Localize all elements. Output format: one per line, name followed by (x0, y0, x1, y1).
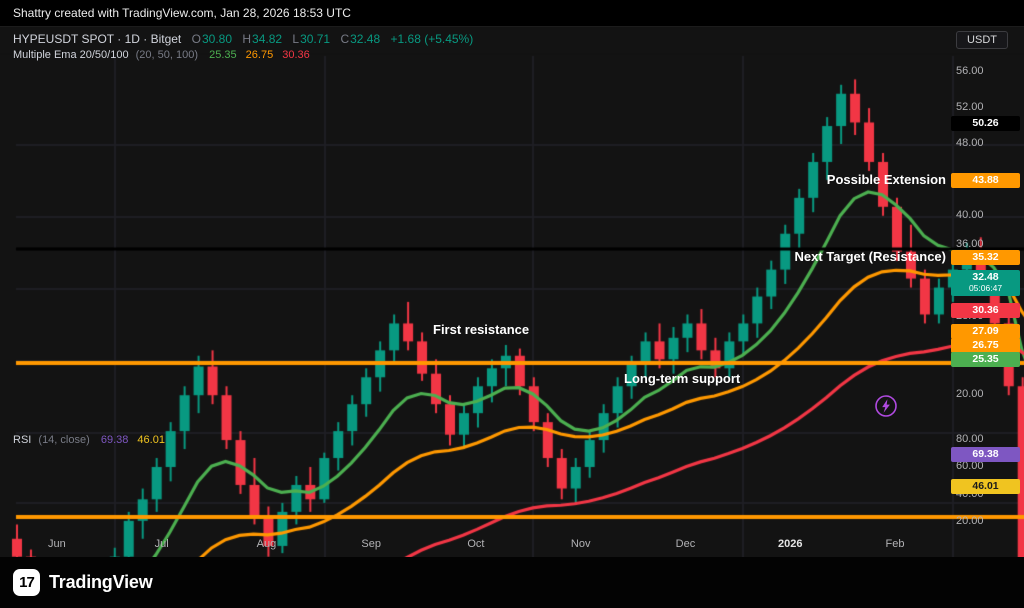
symbol-legend[interactable]: HYPEUSDT SPOT · 1D · Bitget O30.80 H34.8… (13, 32, 473, 46)
x-axis-label: Aug (256, 538, 277, 550)
x-axis-label: Sep (361, 538, 381, 550)
annotation-first-resistance: First resistance (433, 322, 530, 337)
price-tick-label: 52.00 (956, 100, 984, 113)
x-axis-label: Feb (885, 538, 905, 550)
symbol-title: HYPEUSDT SPOT · 1D · Bitget (13, 32, 182, 46)
rsi-badge: 69.38 (951, 447, 1020, 462)
rsi-value: 69.38 (100, 434, 129, 446)
close-value: 32.48 (350, 32, 381, 46)
price-badge: 32.48 05:06:47 (951, 270, 1020, 297)
footer-bar: 17 TradingView (0, 557, 1024, 608)
ema50-value: 26.75 (245, 49, 274, 61)
x-axis-label: Jul (154, 538, 169, 550)
ema20-value: 25.35 (209, 49, 237, 61)
price-tick-label: 20.00 (956, 387, 984, 400)
annotation-next-target: Next Target (Resistance) (794, 249, 946, 264)
price-tick-label: 48.00 (956, 136, 984, 149)
rsi-tick-label: 80.00 (956, 433, 984, 445)
price-badge: 26.75 (951, 337, 1020, 353)
close-label: C (340, 32, 350, 46)
low-value: 30.71 (300, 32, 331, 46)
tradingview-logo-icon[interactable]: 17 (13, 569, 40, 596)
credit-bar: Shattry created with TradingView.com, Ja… (0, 0, 1024, 27)
high-label: H (242, 32, 252, 46)
credit-text: Shattry created with TradingView.com, Ja… (13, 6, 351, 20)
rsi-tick-label: 60.00 (956, 460, 984, 473)
rsi-badge: 46.01 (951, 478, 1020, 494)
rsi-tick-label: 20.00 (956, 515, 984, 527)
annotation-long-term-support: Long-term support (624, 371, 741, 386)
rsi-params: (14, close) (38, 434, 90, 446)
tradingview-wordmark: TradingView (49, 572, 153, 592)
price-badge: 50.26 (951, 116, 1020, 131)
rsi-ma-value: 46.01 (137, 434, 165, 446)
rsi-legend[interactable]: RSI (14, close) 69.38 46.01 (13, 434, 165, 446)
price-badge: 43.88 (951, 173, 1020, 189)
x-axis-label: 2026 (777, 538, 803, 550)
annotation-possible-extension: Possible Extension (826, 172, 946, 187)
price-tick-label: 36.00 (956, 238, 984, 250)
ema100-value: 30.36 (282, 49, 310, 61)
x-axis-label: Nov (570, 538, 591, 550)
rsi-title: RSI (13, 434, 32, 446)
price-badge: 25.35 (951, 351, 1020, 367)
change-value: +1.68 (+5.45%) (390, 32, 474, 46)
low-label: L (292, 32, 300, 46)
price-badge: 35.32 (951, 250, 1020, 266)
ema-legend[interactable]: Multiple Ema 20/50/100 (20, 50, 100) 25.… (13, 49, 310, 61)
ema-title: Multiple Ema 20/50/100 (13, 49, 129, 61)
x-axis-label: Jun (48, 538, 66, 550)
x-axis-label: Oct (467, 538, 485, 550)
open-value: 30.80 (201, 32, 232, 46)
price-badge: 30.36 (951, 302, 1020, 318)
ema-params: (20, 50, 100) (135, 49, 199, 61)
x-axis-label: Dec (675, 538, 696, 550)
open-label: O (191, 32, 201, 46)
price-badge: 27.09 (951, 323, 1020, 339)
lightning-bolt-icon[interactable] (874, 394, 898, 418)
currency-toggle-button[interactable]: USDT (956, 31, 1008, 49)
high-value: 34.82 (252, 32, 283, 46)
price-tick-label: 40.00 (956, 208, 984, 221)
price-tick-label: 56.00 (956, 65, 984, 77)
